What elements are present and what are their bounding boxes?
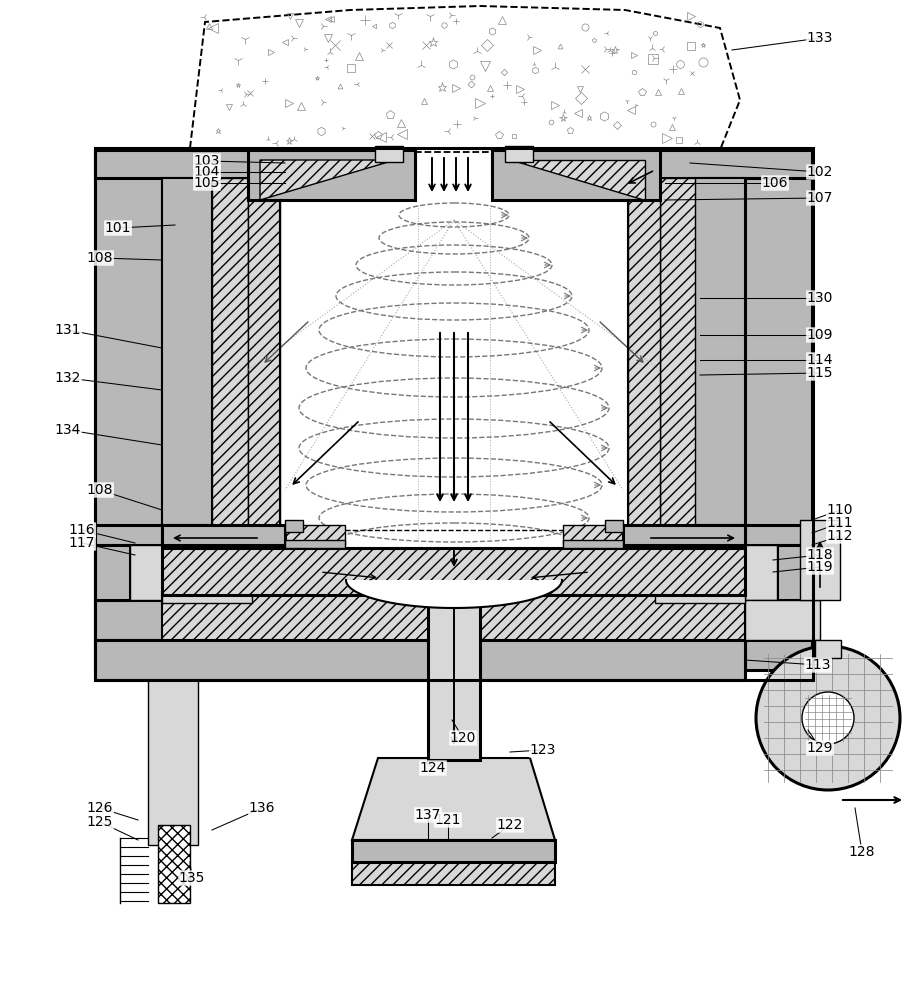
Text: 134: 134 (55, 423, 82, 437)
Text: 117: 117 (69, 536, 95, 550)
Text: 108: 108 (87, 251, 114, 265)
Polygon shape (162, 548, 745, 595)
Polygon shape (628, 200, 660, 525)
Text: 115: 115 (807, 366, 834, 380)
Polygon shape (162, 525, 285, 545)
Text: 112: 112 (827, 529, 853, 543)
Text: 133: 133 (807, 31, 834, 45)
Polygon shape (95, 150, 162, 670)
Text: 103: 103 (193, 154, 220, 168)
Text: 109: 109 (807, 328, 834, 342)
Polygon shape (95, 640, 745, 680)
Circle shape (756, 646, 900, 790)
Text: 130: 130 (807, 291, 834, 305)
Polygon shape (655, 595, 745, 603)
Text: 124: 124 (420, 761, 447, 775)
Polygon shape (162, 545, 252, 553)
Text: 129: 129 (807, 741, 834, 755)
Polygon shape (745, 150, 812, 670)
Polygon shape (352, 758, 555, 840)
Polygon shape (492, 150, 660, 200)
Text: 113: 113 (805, 658, 831, 672)
Polygon shape (745, 525, 812, 545)
Polygon shape (212, 178, 248, 525)
Polygon shape (745, 600, 820, 640)
Text: 137: 137 (414, 808, 441, 822)
Polygon shape (777, 545, 812, 600)
Polygon shape (563, 540, 623, 548)
Polygon shape (285, 540, 345, 548)
Text: 135: 135 (179, 871, 205, 885)
Text: 106: 106 (762, 176, 789, 190)
Polygon shape (605, 520, 623, 532)
Text: 119: 119 (807, 560, 834, 574)
Text: 111: 111 (827, 516, 854, 530)
Text: 120: 120 (450, 731, 476, 745)
Text: 118: 118 (807, 548, 834, 562)
Polygon shape (190, 6, 740, 150)
Polygon shape (158, 825, 190, 903)
Polygon shape (375, 146, 403, 162)
Text: 108: 108 (87, 483, 114, 497)
Polygon shape (162, 178, 212, 525)
Text: 126: 126 (87, 801, 114, 815)
Polygon shape (285, 520, 303, 532)
Polygon shape (352, 862, 555, 885)
Text: 107: 107 (807, 191, 834, 205)
Polygon shape (492, 150, 812, 178)
Text: 131: 131 (55, 323, 82, 337)
Polygon shape (800, 520, 840, 600)
Text: 116: 116 (69, 523, 95, 537)
Polygon shape (428, 595, 480, 760)
Polygon shape (162, 595, 745, 640)
Polygon shape (660, 178, 695, 525)
Text: 101: 101 (105, 221, 131, 235)
Polygon shape (623, 525, 745, 545)
Polygon shape (563, 525, 623, 545)
Polygon shape (148, 680, 198, 845)
Text: 122: 122 (497, 818, 524, 832)
Polygon shape (248, 200, 280, 525)
Polygon shape (162, 595, 252, 603)
Polygon shape (260, 160, 395, 200)
Polygon shape (352, 840, 555, 862)
Polygon shape (815, 640, 841, 658)
Polygon shape (745, 545, 777, 600)
Circle shape (802, 692, 854, 744)
Text: 110: 110 (827, 503, 853, 517)
Text: 132: 132 (55, 371, 82, 385)
Polygon shape (285, 525, 345, 545)
Polygon shape (95, 150, 415, 178)
Text: 123: 123 (530, 743, 557, 757)
Polygon shape (505, 146, 533, 162)
Text: 121: 121 (435, 813, 461, 827)
Polygon shape (346, 580, 562, 608)
Polygon shape (512, 160, 645, 200)
Text: 128: 128 (849, 845, 875, 859)
Text: 114: 114 (807, 353, 834, 367)
Text: 136: 136 (249, 801, 275, 815)
Polygon shape (130, 545, 162, 600)
Polygon shape (248, 150, 415, 200)
Polygon shape (95, 600, 212, 640)
Polygon shape (655, 545, 745, 553)
Polygon shape (95, 525, 162, 545)
Polygon shape (695, 178, 745, 525)
Text: 125: 125 (87, 815, 113, 829)
Polygon shape (95, 545, 130, 600)
Text: 104: 104 (193, 165, 220, 179)
Text: 102: 102 (807, 165, 834, 179)
Text: 105: 105 (193, 176, 220, 190)
Polygon shape (695, 600, 812, 640)
